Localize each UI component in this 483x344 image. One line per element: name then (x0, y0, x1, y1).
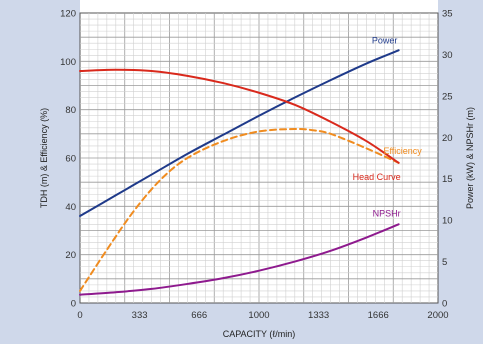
y-tick-label-right: 0 (442, 299, 447, 310)
series-labels: Power Efficiency Head Curve NPSHr (353, 35, 423, 218)
x-tick-label: 1000 (248, 310, 269, 321)
head-curve-label: Head Curve (353, 172, 401, 182)
y-tick-label-left: 60 (65, 154, 76, 165)
y-axis-title-right: Power (kW) & NPSHr (m) (465, 107, 475, 209)
y-tick-label-right: 35 (442, 9, 453, 20)
efficiency-label: Efficiency (383, 146, 422, 156)
bottom-axis-band (0, 303, 483, 344)
y-tick-label-left: 20 (65, 250, 76, 261)
tick-labels: 0 333 666 1000 1333 1666 200002040608010012005… (60, 9, 452, 322)
x-tick-label: 1333 (308, 310, 329, 321)
y-tick-label-right: 10 (442, 216, 453, 227)
y-tick-label-left: 0 (71, 299, 76, 310)
x-tick-label: 666 (191, 310, 207, 321)
power-label: Power (372, 35, 398, 45)
left-axis-band (0, 0, 80, 344)
y-tick-label-right: 30 (442, 50, 453, 61)
head-curve-line (79, 68, 400, 164)
y-axis-title-left: TDH (m) & Efficiency (%) (39, 108, 49, 208)
npshr-label: NPSHr (373, 208, 401, 218)
efficiency-line (79, 127, 400, 292)
x-tick-label: 333 (132, 310, 148, 321)
y-tick-label-left: 120 (60, 9, 76, 20)
grid (80, 13, 438, 303)
power-line (79, 49, 400, 217)
x-tick-label: 2000 (427, 310, 448, 321)
y-tick-label-right: 20 (442, 133, 453, 144)
x-tick-label: 0 (77, 310, 82, 321)
y-tick-label-right: 15 (442, 174, 453, 185)
npshr-line (79, 223, 400, 296)
y-tick-label-left: 100 (60, 57, 76, 68)
right-axis-band (438, 0, 483, 344)
x-axis-title: CAPACITY (ℓ/min) (223, 329, 296, 339)
series-lines (79, 49, 400, 296)
y-tick-label-left: 80 (65, 105, 76, 116)
y-tick-label-right: 5 (442, 257, 447, 268)
x-tick-label: 1666 (368, 310, 389, 321)
y-tick-label-right: 25 (442, 91, 453, 102)
y-tick-label-left: 40 (65, 202, 76, 213)
